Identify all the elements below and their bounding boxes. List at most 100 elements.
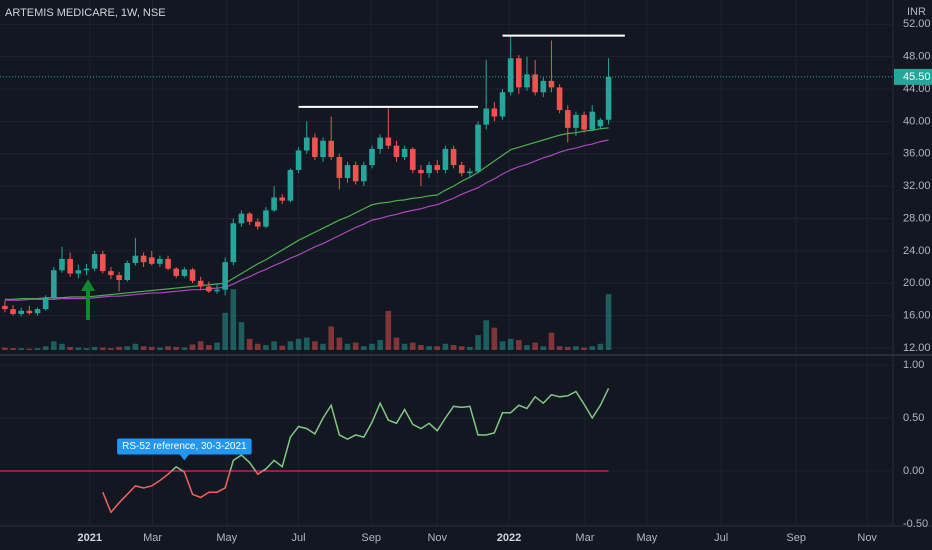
candle-body xyxy=(42,297,49,310)
candle-body xyxy=(157,258,163,264)
y-tick-label: -0.50 xyxy=(903,518,928,530)
volume-bar xyxy=(499,341,506,350)
candle-body xyxy=(524,74,530,88)
candle-body xyxy=(426,165,432,174)
volume-bar xyxy=(516,340,522,350)
volume-bar xyxy=(279,345,286,350)
volume-bar xyxy=(581,347,587,350)
candle-body xyxy=(279,197,286,201)
volume-bar xyxy=(254,343,261,350)
candle-body xyxy=(475,124,481,172)
candle-body xyxy=(34,309,41,314)
candle-body xyxy=(581,114,587,130)
volume-bar xyxy=(458,346,465,350)
volume-bar xyxy=(214,342,220,350)
y-tick-label: 0.00 xyxy=(903,465,924,477)
volume-bar xyxy=(377,340,383,350)
candle-body xyxy=(91,254,98,269)
volume-bar xyxy=(197,341,204,350)
y-tick-label: 16.00 xyxy=(903,309,931,321)
volume-bar xyxy=(287,341,294,350)
candle-body xyxy=(222,262,228,290)
x-tick-label: Mar xyxy=(575,532,594,544)
volume-bar xyxy=(230,289,237,350)
last-price-tag xyxy=(894,68,932,85)
volume-bar xyxy=(148,346,155,350)
volume-bar xyxy=(401,343,408,350)
candle-body xyxy=(328,140,335,157)
candle-body xyxy=(132,255,139,263)
x-tick-label: Nov xyxy=(857,532,877,544)
y-tick-label: 44.00 xyxy=(903,83,931,95)
candle-body xyxy=(263,210,269,227)
x-tick-label: 2022 xyxy=(497,532,521,544)
volume-bar xyxy=(75,347,82,350)
volume-bar xyxy=(336,337,343,350)
x-tick-label: Mar xyxy=(143,532,162,544)
annotation-box xyxy=(117,438,252,455)
candle-body xyxy=(173,268,180,276)
volume-bar xyxy=(467,346,473,350)
candle-body xyxy=(573,114,579,128)
volume-bar xyxy=(271,341,277,350)
volume-bar xyxy=(83,348,90,350)
candle-body xyxy=(312,137,318,157)
candle-body xyxy=(108,271,114,276)
candle-body xyxy=(140,255,147,263)
volume-bar xyxy=(181,347,188,350)
volume-bar xyxy=(26,348,33,350)
volume-bar xyxy=(238,322,245,350)
candle-body xyxy=(597,119,604,127)
y-tick-label: 20.00 xyxy=(903,277,931,289)
annotation-pointer xyxy=(179,454,190,461)
candle-body xyxy=(401,148,408,157)
last-price-label: 45.50 xyxy=(903,71,931,83)
volume-bar xyxy=(18,348,25,350)
x-tick-label: Sep xyxy=(786,532,806,544)
candle-body xyxy=(51,270,57,298)
volume-bar xyxy=(2,347,8,350)
volume-bar xyxy=(442,343,449,350)
volume-bar xyxy=(573,346,579,350)
candle-body xyxy=(10,309,16,314)
y-tick-label: 52.00 xyxy=(903,18,931,30)
volume-bar xyxy=(483,320,489,350)
candle-body xyxy=(2,305,8,310)
volume-bar xyxy=(369,343,375,350)
candle-body xyxy=(238,213,245,224)
x-tick-label: May xyxy=(637,532,658,544)
candle-body xyxy=(287,169,294,201)
x-tick-label: Nov xyxy=(427,532,447,544)
candle-body xyxy=(18,310,25,314)
candle-body xyxy=(75,270,82,274)
volume-bar xyxy=(173,346,180,350)
volume-bar xyxy=(295,338,302,350)
currency: INR xyxy=(907,6,926,18)
y-tick-label: 48.00 xyxy=(903,51,931,63)
volume-bar xyxy=(524,345,530,350)
candle-body xyxy=(99,254,106,272)
y-tick-label: 40.00 xyxy=(903,115,931,127)
candle-body xyxy=(344,165,351,179)
arrow-shaft xyxy=(86,289,90,320)
candle-body xyxy=(499,92,506,117)
volume-bar xyxy=(532,342,538,350)
volume-bar xyxy=(589,346,596,350)
volume-bar xyxy=(246,338,253,350)
candle-body xyxy=(214,289,220,292)
candle-body xyxy=(181,269,188,276)
volume-bar xyxy=(352,342,359,350)
volume-bar xyxy=(328,326,335,350)
candle-body xyxy=(393,145,400,157)
candle-body xyxy=(26,310,33,314)
volume-bar xyxy=(320,343,326,350)
y-tick-label: 32.00 xyxy=(903,180,931,192)
volume-bar xyxy=(263,345,269,350)
volume-bar xyxy=(51,341,57,350)
candle-body xyxy=(434,165,441,170)
volume-bar xyxy=(108,348,114,350)
candle-body xyxy=(320,140,326,157)
volume-bar xyxy=(189,344,196,350)
candle-body xyxy=(67,258,73,274)
candle-body xyxy=(507,58,514,93)
